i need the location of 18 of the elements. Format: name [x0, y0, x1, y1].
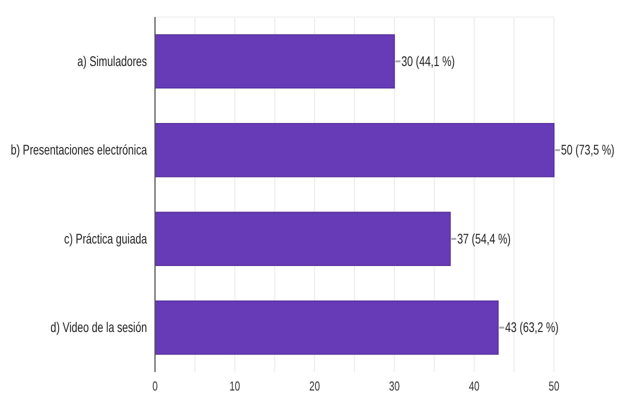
y-tick-label: b) Presentaciones electrónica [10, 142, 148, 158]
y-tick-label: d) Video de la sesión [50, 320, 148, 336]
x-tick-label: 20 [309, 380, 320, 394]
data-label: 43 (63,2 %) [505, 320, 559, 336]
y-tick-label: a) Simuladores [77, 53, 147, 70]
x-tick-label: 0 [152, 380, 158, 394]
y-tick-label: c) Práctica guiada [64, 230, 148, 247]
bar [154, 123, 554, 178]
bar [154, 34, 395, 88]
bar [154, 300, 499, 355]
data-label: 30 (44,1 %) [401, 53, 455, 70]
bar [154, 212, 451, 266]
data-label: 50 (73,5 %) [561, 142, 614, 158]
x-tick-label: 30 [389, 380, 400, 394]
x-tick-label: 50 [548, 380, 560, 394]
x-tick-label: 10 [229, 380, 240, 394]
data-label: 37 (54,4 %) [457, 230, 511, 247]
x-tick-label: 40 [468, 380, 480, 394]
